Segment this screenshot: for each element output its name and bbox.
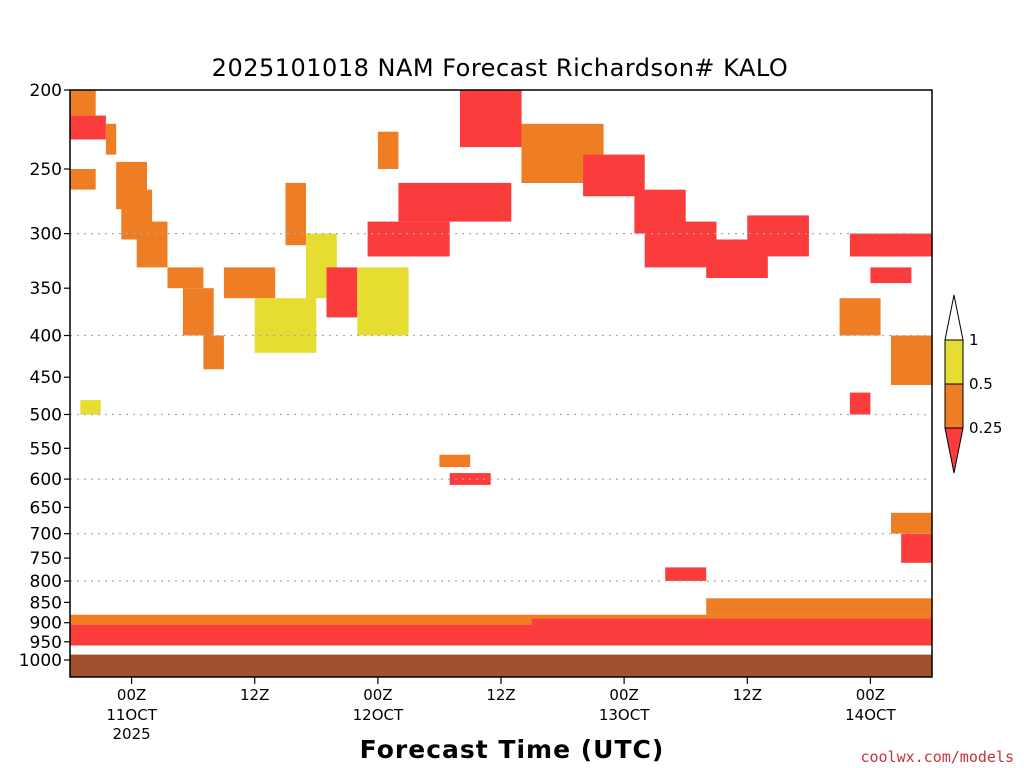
- heatmap-cell: [182, 288, 214, 336]
- heatmap-cell: [839, 298, 881, 336]
- heatmap-cell: [849, 392, 871, 415]
- y-tick-label: 300: [30, 225, 62, 245]
- heatmap-cell: [136, 221, 168, 268]
- x-tick-date: 12OCT: [353, 706, 404, 724]
- heatmap-cell: [891, 335, 932, 385]
- y-tick-label: 650: [30, 498, 62, 518]
- heatmap-cell: [167, 267, 204, 289]
- x-tick-date: 13OCT: [599, 706, 650, 724]
- heatmap-cell: [747, 215, 809, 257]
- heatmap-cell: [706, 598, 932, 615]
- legend-swatch: [944, 383, 964, 429]
- y-tick-label: 400: [30, 327, 62, 347]
- y-tick-label: 1000: [19, 651, 62, 671]
- credit-text[interactable]: coolwx.com/models: [860, 748, 1014, 766]
- legend-label: 0.5: [969, 375, 993, 393]
- heatmap-cell: [223, 267, 276, 299]
- heatmap-cell: [531, 618, 932, 631]
- x-tick-date: 11OCT: [106, 706, 157, 724]
- x-tick-label: 00Z: [363, 686, 392, 704]
- y-tick-label: 900: [30, 614, 62, 634]
- heatmap-cell: [644, 221, 717, 268]
- x-tick-label: 12Z: [240, 686, 269, 704]
- y-tick-label: 850: [30, 593, 62, 613]
- chart-title: 2025101018 NAM Forecast Richardson# KALO: [212, 54, 789, 82]
- heatmap-cell: [849, 233, 932, 257]
- y-tick-label: 800: [30, 572, 62, 592]
- heatmap-cell: [460, 90, 522, 148]
- x-tick-year: 2025: [113, 725, 151, 743]
- ground-layer: [70, 654, 932, 677]
- y-tick-label: 450: [30, 368, 62, 388]
- y-axis: 200 250 300 350 400 450 500 550 600 650 700 750 8008…: [19, 81, 70, 671]
- heatmap-cell: [70, 90, 96, 116]
- x-tick-label: 12Z: [486, 686, 515, 704]
- heatmap-cell: [377, 131, 399, 169]
- heatmap-cell: [901, 533, 932, 563]
- x-axis-label: Forecast Time (UTC): [360, 735, 665, 764]
- legend-arrow-bottom: [944, 427, 964, 474]
- heatmap-cell: [254, 298, 317, 353]
- x-tick-date: 14OCT: [845, 706, 896, 724]
- heatmap-cell: [203, 335, 224, 370]
- y-tick-label: 250: [30, 160, 62, 180]
- y-tick-label: 600: [30, 470, 62, 490]
- legend-arrow-top: [944, 294, 964, 341]
- legend-label: 1: [969, 331, 979, 349]
- heatmap-cell: [665, 567, 707, 581]
- color-legend: 1 0.5 0.25: [944, 294, 1002, 474]
- y-tick-label: 700: [30, 525, 62, 545]
- heatmap-cell: [285, 182, 306, 246]
- heatmap-cell: [70, 169, 96, 190]
- heatmap-cell: [439, 454, 471, 468]
- plot-frame: [69, 89, 933, 678]
- heatmap-cell: [891, 512, 932, 534]
- heatmap-cell: [367, 221, 450, 257]
- legend-swatch: [944, 339, 964, 385]
- x-tick-label: 12Z: [733, 686, 762, 704]
- heatmap-cell: [583, 154, 645, 197]
- y-tick-label: 350: [30, 279, 62, 299]
- legend-label: 0.25: [969, 419, 1002, 437]
- heatmap-cell: [105, 123, 117, 155]
- y-tick-label: 200: [30, 81, 62, 101]
- heatmap-cell: [398, 182, 512, 222]
- x-tick-label: 00Z: [117, 686, 146, 704]
- heatmap-cell: [326, 267, 358, 318]
- heatmap-cell: [70, 115, 106, 140]
- heatmap-cell: [80, 400, 101, 415]
- y-tick-label: 950: [30, 633, 62, 653]
- y-tick-label: 750: [30, 549, 62, 569]
- heatmap-cells: [70, 90, 932, 646]
- x-tick-label: 00Z: [609, 686, 638, 704]
- x-tick-label: 00Z: [856, 686, 885, 704]
- y-tick-label: 500: [30, 406, 62, 426]
- heatmap-cell: [70, 614, 932, 625]
- heatmap-cell: [357, 267, 409, 336]
- y-tick-label: 550: [30, 439, 62, 459]
- heatmap-cell: [870, 267, 912, 284]
